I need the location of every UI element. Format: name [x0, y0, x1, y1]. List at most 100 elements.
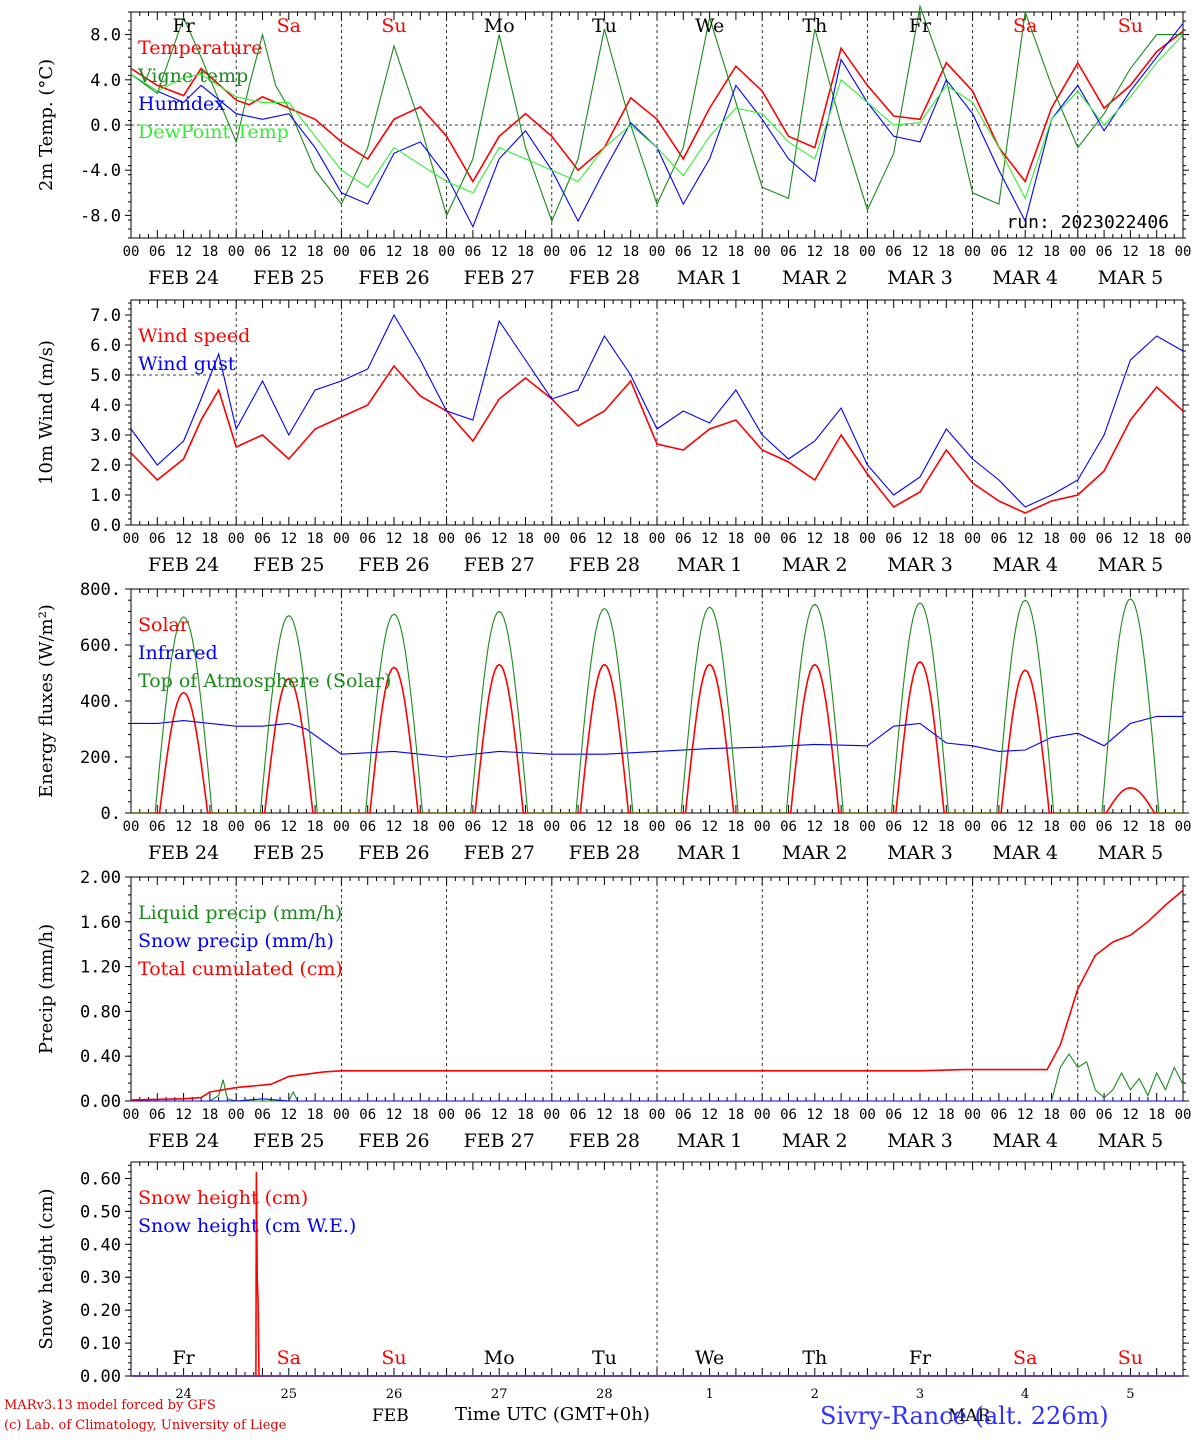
- panel-4: 0.00 0.40 0.80 1.20 1.60 2.00 Precip (mm/h) 00 0…: [36, 868, 1191, 1152]
- x-hour-label: 18: [201, 244, 218, 260]
- x-hour-label: 18: [622, 531, 639, 547]
- credit-line-2: (c) Lab. of Climatology, University of L…: [4, 1418, 287, 1433]
- x-hour-label: 18: [517, 1107, 534, 1123]
- weekday-label: Fr: [172, 1347, 195, 1369]
- y-axis-label: Snow height (cm): [36, 1188, 57, 1349]
- x-hour-label: 06: [885, 1107, 902, 1123]
- weekday-label: We: [695, 15, 724, 37]
- x-hour-label: 18: [833, 531, 850, 547]
- y-tick-label: 1.20: [80, 958, 121, 978]
- x-hour-label: 12: [280, 531, 297, 547]
- weekday-label: Su: [1118, 15, 1143, 37]
- legend-entry: Solar: [138, 614, 190, 636]
- x-date-label: FEB 24: [148, 842, 219, 864]
- x-date-label: FEB 27: [464, 267, 535, 289]
- plot-frame: [130, 299, 1184, 526]
- y-tick-label: 0.0: [90, 516, 121, 536]
- x-hour-label: 06: [990, 244, 1007, 260]
- x-hour-label: 12: [701, 244, 718, 260]
- x-hour-label: 00: [1175, 244, 1192, 260]
- x-date-label: MAR 3: [887, 1130, 953, 1152]
- series-line-snow-precip-mm-h-: [131, 1098, 1183, 1102]
- x-hour-label: 12: [280, 244, 297, 260]
- x-hour-label: 00: [754, 531, 771, 547]
- x-hour-label: 18: [938, 531, 955, 547]
- x-hour-label: 18: [201, 819, 218, 835]
- x-hour-label: 18: [307, 531, 324, 547]
- y-tick-label: 0.50: [80, 1202, 121, 1222]
- x-hour-label: 00: [859, 531, 876, 547]
- x-hour-label: 00: [964, 531, 981, 547]
- weekday-label: Fr: [909, 1347, 932, 1369]
- x-hour-label: 06: [780, 819, 797, 835]
- x-hour-label: 12: [701, 531, 718, 547]
- x-hour-label: 06: [359, 244, 376, 260]
- x-date-label: MAR 2: [782, 842, 848, 864]
- x-hour-label: 06: [464, 531, 481, 547]
- x-hour-label: 12: [175, 819, 192, 835]
- x-hour-label: 18: [938, 244, 955, 260]
- x-hour-label: 12: [701, 819, 718, 835]
- x-hour-label: 06: [254, 819, 271, 835]
- x-date-label: MAR 4: [992, 842, 1058, 864]
- x-hour-label: 18: [938, 1107, 955, 1123]
- x-hour-label: 18: [1043, 1107, 1060, 1123]
- x-date-label: MAR 4: [992, 267, 1058, 289]
- x-hour-label: 12: [491, 531, 508, 547]
- day-number-label: 1: [705, 1387, 713, 1402]
- y-tick-label: 0.40: [80, 1047, 121, 1067]
- day-number-label: 26: [386, 1387, 403, 1402]
- x-hour-label: 06: [464, 1107, 481, 1123]
- legend-entry: Wind gust: [138, 353, 236, 375]
- x-hour-label: 12: [386, 1107, 403, 1123]
- x-hour-label: 18: [622, 244, 639, 260]
- x-date-label: MAR 4: [992, 554, 1058, 576]
- y-tick-label: 0.00: [80, 1367, 121, 1387]
- plot-frame: [130, 588, 1184, 814]
- x-hour-label: 06: [675, 531, 692, 547]
- y-tick-label: 200.: [80, 748, 121, 768]
- x-hour-label: 00: [1069, 1107, 1086, 1123]
- series-line-wind-speed: [130, 364, 1184, 514]
- x-hour-label: 00: [123, 244, 140, 260]
- x-hour-label: 06: [990, 819, 1007, 835]
- x-hour-label: 06: [359, 1107, 376, 1123]
- y-axis-label: 10m Wind (m/s): [36, 340, 57, 485]
- x-hour-label: 12: [701, 1107, 718, 1123]
- x-hour-label: 00: [543, 1107, 560, 1123]
- x-hour-label: 18: [833, 819, 850, 835]
- y-axis-label: Energy fluxes (W/m²): [36, 604, 57, 798]
- x-hour-label: 18: [727, 819, 744, 835]
- x-hour-label: 12: [912, 1107, 929, 1123]
- x-hour-label: 18: [517, 819, 534, 835]
- x-hour-label: 18: [1043, 244, 1060, 260]
- x-hour-label: 12: [1122, 1107, 1139, 1123]
- x-hour-label: 06: [780, 244, 797, 260]
- day-number-label: 24: [175, 1387, 192, 1402]
- x-hour-label: 06: [1096, 531, 1113, 547]
- day-number-label: 2: [811, 1387, 819, 1402]
- x-hour-label: 06: [359, 819, 376, 835]
- x-hour-label: 12: [386, 244, 403, 260]
- x-hour-label: 12: [386, 531, 403, 547]
- y-tick-label: 0.40: [80, 1235, 121, 1255]
- x-hour-label: 00: [543, 244, 560, 260]
- x-hour-label: 18: [1148, 819, 1165, 835]
- x-hour-label: 18: [201, 1107, 218, 1123]
- x-hour-label: 18: [727, 244, 744, 260]
- x-date-label: FEB 28: [569, 842, 640, 864]
- y-tick-label: 1.60: [80, 913, 121, 933]
- x-hour-label: 06: [149, 819, 166, 835]
- x-hour-label: 06: [149, 244, 166, 260]
- x-hour-label: 06: [675, 244, 692, 260]
- x-date-label: MAR 2: [782, 554, 848, 576]
- legend-entry: Top of Atmosphere (Solar): [138, 670, 391, 692]
- x-date-label: MAR 1: [677, 267, 743, 289]
- x-hour-label: 06: [254, 1107, 271, 1123]
- x-date-label: MAR 5: [1098, 554, 1164, 576]
- series-line-temperature: [130, 30, 1184, 184]
- x-hour-label: 00: [754, 819, 771, 835]
- legend-entry: Snow precip (mm/h): [138, 930, 334, 952]
- x-hour-label: 18: [412, 1107, 429, 1123]
